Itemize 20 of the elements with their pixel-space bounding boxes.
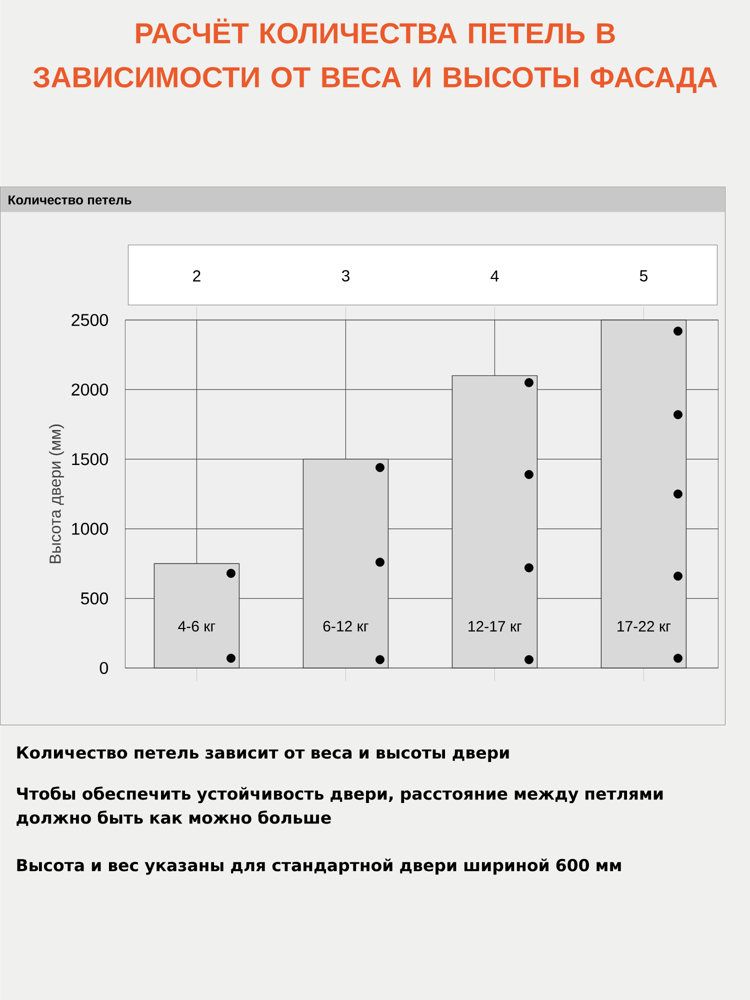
text: Количество петель: [8, 195, 132, 205]
y-tick-label: 1000: [72, 522, 108, 535]
x-tick-label: 4: [490, 270, 499, 282]
text: Чтобы обеспечить устойчивость двери, расстояние между петлями должно быть как можно больше: [16, 786, 663, 826]
y-tick-label: 1500: [72, 453, 108, 466]
chart-title: РАСЧЁТ КОЛИЧЕСТВА ПЕТЕЛЬ В ЗАВИСИМОСТИ ОТ ВЕСА И ВЫСОТЫ ФАСАДА: [33, 18, 718, 94]
y-tick-label: 500: [80, 592, 108, 604]
x-tick-label: 3: [342, 270, 350, 282]
x-tick-label: 5: [640, 270, 648, 282]
annotation: 17-22 кг: [617, 620, 670, 632]
text: Количество петель зависит от веса и высоты двери: [17, 746, 509, 762]
y-tick-label: 2000: [72, 384, 108, 396]
x-tick-label: 2: [192, 270, 200, 282]
annotation: 12-17 кг: [468, 620, 522, 632]
y-tick-label: 2500: [72, 314, 108, 326]
text: Высота и вес указаны для стандартной двери шириной 600 мм: [17, 858, 621, 875]
y-tick-label: 0: [100, 662, 108, 674]
annotation: 6-12 кг: [323, 620, 368, 632]
y-axis-title: Высота двери (мм): [48, 424, 64, 564]
annotation: 4-6 кг: [178, 620, 216, 632]
